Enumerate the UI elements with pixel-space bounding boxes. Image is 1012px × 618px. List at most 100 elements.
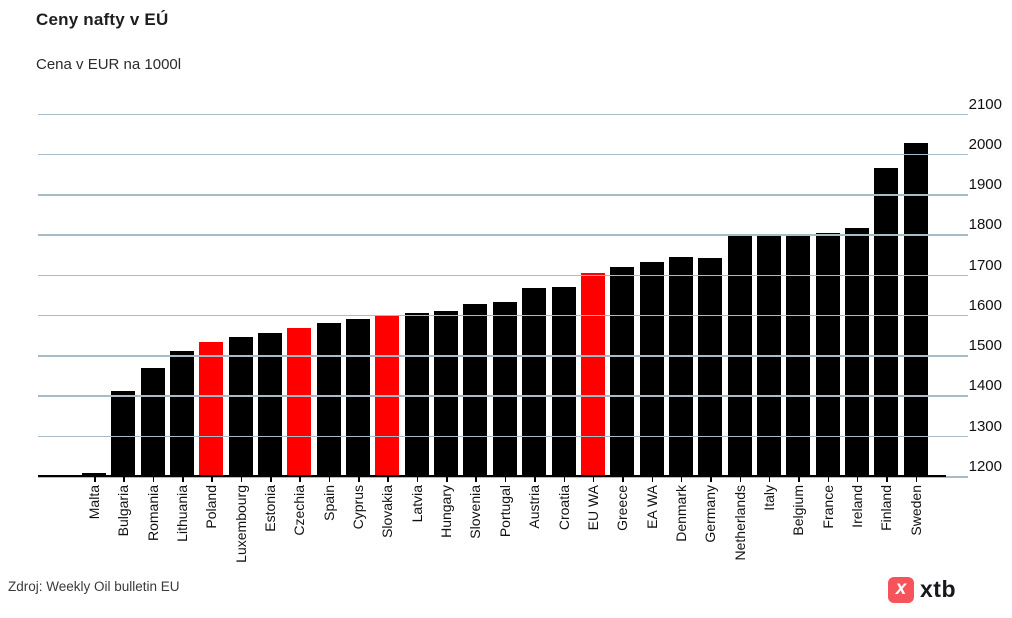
bar-croatia: [551, 286, 576, 476]
bar-estonia: [258, 332, 283, 476]
bar-eu-wa: [580, 273, 605, 476]
x-axis-label: Ireland: [848, 485, 865, 528]
y-axis-label: 1900: [968, 176, 1002, 194]
x-axis-tick: [182, 477, 184, 482]
x-axis-tick: [856, 477, 859, 482]
bar-malta: [82, 472, 106, 476]
y-axis-label: 1200: [968, 458, 1002, 475]
x-axis-label: Denmark: [672, 485, 689, 542]
y-axis-label: 2100: [968, 95, 1002, 113]
x-axis-label: Slovakia: [379, 485, 396, 538]
gridline-2100: [38, 113, 968, 115]
brand-name: xtb: [920, 576, 956, 602]
y-axis-label: 1700: [968, 256, 1002, 274]
bar-luxembourg: [228, 337, 253, 476]
x-axis-tick: [270, 477, 272, 482]
bar-portugal: [492, 302, 517, 476]
gridline-1500: [38, 355, 968, 357]
x-axis-label: France: [819, 485, 836, 529]
x-axis-tick: [240, 477, 243, 482]
x-axis-label: Finland: [878, 485, 895, 531]
x-axis-label: EU WA: [584, 485, 601, 531]
x-axis-label: Czechia: [291, 485, 308, 536]
x-axis-tick: [475, 477, 477, 482]
bar-hungary: [434, 310, 459, 476]
x-axis-tick: [886, 477, 888, 482]
x-axis-label: Croatia: [555, 485, 572, 531]
x-axis-label: Spain: [320, 485, 337, 521]
x-axis-tick: [504, 477, 507, 482]
x-axis-label: Slovenia: [467, 485, 484, 539]
x-axis-tick: [827, 477, 830, 482]
y-axis-label: 1400: [968, 377, 1002, 395]
x-axis-label: Bulgaria: [115, 485, 132, 537]
x-axis-tick: [358, 477, 360, 482]
x-axis-tick: [915, 477, 918, 482]
bar-slovenia: [463, 304, 488, 476]
bar-bulgaria: [111, 391, 136, 476]
bar-cyprus: [346, 318, 371, 476]
xtb-x-glyph: x: [895, 578, 907, 599]
y-axis-label: 1500: [968, 337, 1002, 355]
x-axis-tick: [94, 477, 96, 482]
gridline-1600: [38, 314, 968, 317]
x-axis-tick: [416, 477, 419, 482]
x-axis-tick: [328, 477, 331, 482]
bar-germany: [698, 258, 723, 476]
xtb-logo-icon: x: [888, 576, 914, 603]
source-note: Zdroj: Weekly Oil bulletin EU: [8, 579, 180, 594]
x-axis-label: Hungary: [438, 485, 455, 538]
bar-spain: [316, 322, 341, 476]
x-axis-tick: [299, 477, 301, 482]
x-axis-label: Estonia: [262, 485, 279, 532]
x-axis-label: Latvia: [408, 485, 425, 523]
x-axis-label: Luxembourg: [232, 485, 249, 563]
bar-austria: [522, 288, 547, 476]
x-axis-tick: [387, 477, 389, 482]
x-axis-tick: [651, 477, 654, 482]
x-axis-label: Lithuania: [174, 485, 191, 542]
x-axis-tick: [123, 477, 125, 482]
y-axis-label: 1600: [968, 296, 1002, 314]
y-axis-label: 1800: [968, 216, 1002, 234]
x-axis-tick: [563, 477, 566, 482]
x-axis-label: Austria: [526, 485, 543, 529]
y-axis-label: 1300: [968, 417, 1002, 435]
bar-sweden: [903, 142, 928, 476]
bar-poland: [199, 341, 224, 476]
gridline-1700: [38, 274, 968, 277]
bar-finland: [874, 167, 899, 476]
x-axis-label: Malta: [86, 485, 102, 520]
y-axis-label: 2000: [968, 135, 1002, 153]
x-axis-tick: [710, 477, 712, 482]
bar-romania: [140, 368, 165, 476]
bar-france: [815, 232, 840, 476]
bar-lithuania: [170, 350, 195, 476]
x-axis-label: Romania: [144, 485, 161, 542]
x-axis-tick: [446, 477, 448, 482]
x-axis-label: Poland: [203, 485, 220, 529]
gridline-2000: [38, 153, 968, 156]
x-axis-label: Italy: [760, 485, 777, 511]
brand-logo: x xtb: [888, 576, 956, 603]
x-axis-tick: [211, 477, 213, 482]
x-axis-tick: [798, 477, 800, 482]
x-axis-label: EA WA: [643, 485, 660, 529]
x-axis-tick: [680, 477, 683, 482]
x-axis-line: [38, 475, 946, 477]
bar-greece: [610, 266, 635, 476]
gridline-1300: [38, 435, 968, 438]
bar-ireland: [844, 228, 869, 476]
gridline-1800: [38, 234, 968, 236]
bar-ea-wa: [639, 261, 664, 476]
x-axis-label: Greece: [614, 485, 631, 531]
x-axis-tick: [739, 477, 742, 482]
x-axis-label: Portugal: [496, 485, 513, 538]
bar-latvia: [404, 313, 429, 476]
x-axis-tick: [592, 477, 595, 482]
bar-czechia: [287, 327, 312, 476]
chart-subtitle: Cena v EUR na 1000l: [36, 56, 182, 73]
gridline-1400: [38, 395, 968, 397]
chart-title: Ceny nafty v EÚ: [36, 10, 169, 29]
